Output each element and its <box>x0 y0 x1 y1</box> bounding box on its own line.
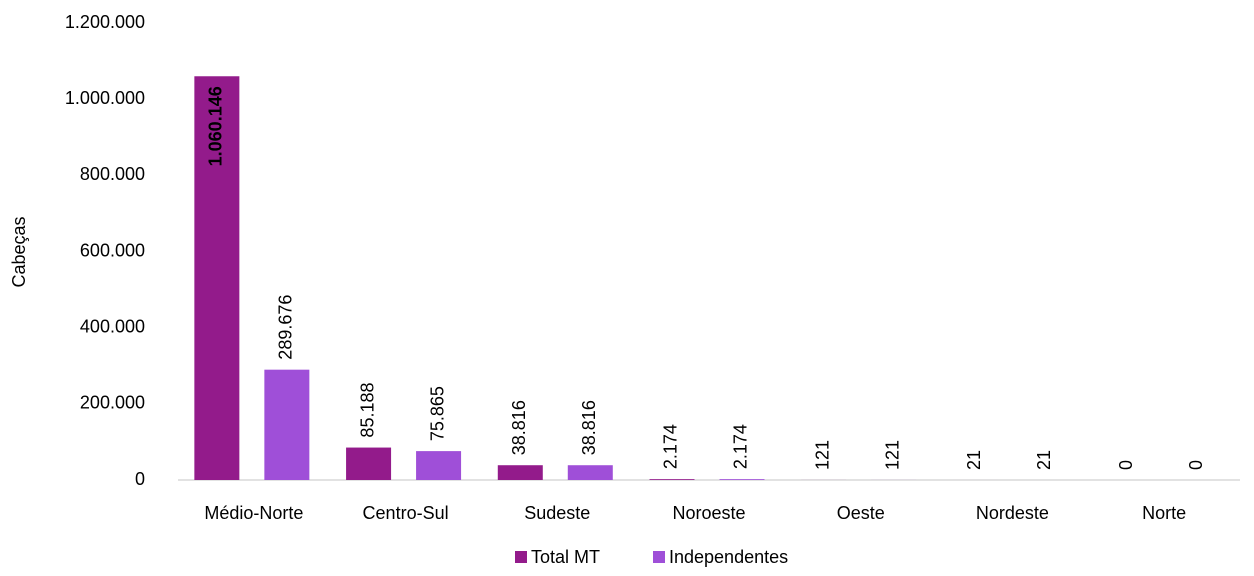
value-label: 38.816 <box>579 400 599 455</box>
x-tick-label: Sudeste <box>524 503 590 523</box>
x-tick-label: Centro-Sul <box>363 503 449 523</box>
value-label: 38.816 <box>509 400 529 455</box>
value-label: 2.174 <box>731 424 751 469</box>
x-tick-label: Médio-Norte <box>204 503 303 523</box>
legend-label: Total MT <box>531 547 600 567</box>
bar <box>650 479 695 480</box>
x-tick-label: Noroeste <box>672 503 745 523</box>
value-label: 21 <box>964 450 984 470</box>
value-label: 121 <box>882 440 902 470</box>
y-tick-label: 0 <box>135 469 145 489</box>
bar <box>568 465 613 480</box>
value-label: 0 <box>1116 460 1136 470</box>
x-tick-label: Norte <box>1142 503 1186 523</box>
y-tick-label: 200.000 <box>80 393 145 413</box>
y-tick-label: 400.000 <box>80 316 145 336</box>
y-axis-title: Cabeças <box>9 216 29 287</box>
value-label: 21 <box>1034 450 1054 470</box>
value-label: 1.060.146 <box>206 86 226 166</box>
value-label: 121 <box>812 440 832 470</box>
legend-label: Independentes <box>669 547 788 567</box>
y-tick-label: 1.000.000 <box>65 88 145 108</box>
value-label: 75.865 <box>427 386 447 441</box>
bar <box>416 451 461 480</box>
value-label: 85.188 <box>357 382 377 437</box>
y-tick-label: 1.200.000 <box>65 12 145 32</box>
value-label: 0 <box>1186 460 1206 470</box>
bar <box>346 448 391 480</box>
value-label: 289.676 <box>276 295 296 360</box>
bar <box>264 370 309 480</box>
bar <box>498 465 543 480</box>
x-tick-label: Oeste <box>837 503 885 523</box>
value-label: 2.174 <box>661 424 681 469</box>
legend-swatch <box>515 551 527 563</box>
y-tick-label: 600.000 <box>80 240 145 260</box>
legend-swatch <box>653 551 665 563</box>
y-tick-label: 800.000 <box>80 164 145 184</box>
bar <box>720 479 765 480</box>
x-tick-label: Nordeste <box>976 503 1049 523</box>
